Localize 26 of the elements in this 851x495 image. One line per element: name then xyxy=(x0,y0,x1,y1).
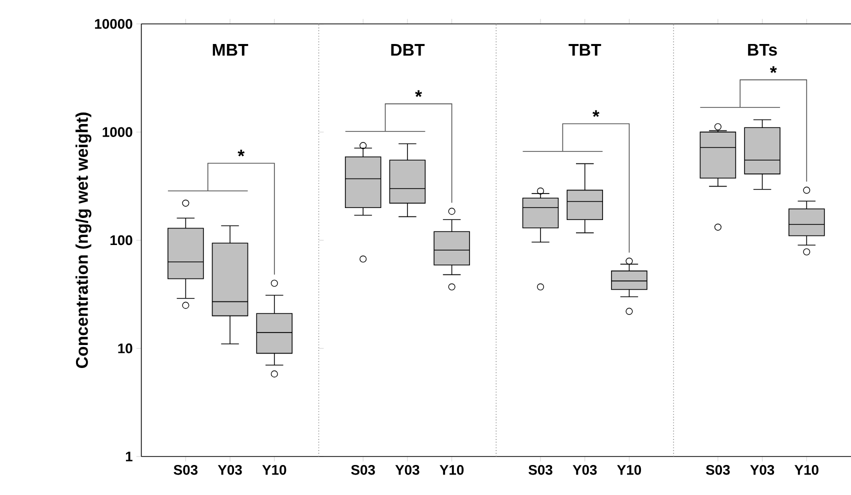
text: DBT xyxy=(391,44,425,56)
y-tick-label: 10 xyxy=(118,343,132,354)
annotation: * xyxy=(592,110,600,117)
text: BTs xyxy=(748,44,777,56)
x-tick-label: Y03 xyxy=(572,464,597,475)
x-tick-label: Y10 xyxy=(262,464,286,475)
y-axis-title: Concentration (ng/g wet weight) xyxy=(76,112,92,368)
annotation: * xyxy=(415,90,422,97)
x-tick-label: Y10 xyxy=(440,464,464,475)
y-tick-label: 1000 xyxy=(102,126,132,137)
text: TBT xyxy=(568,44,602,56)
x-tick-label: Y10 xyxy=(617,464,642,475)
x-tick-label: S03 xyxy=(706,464,730,475)
annotation: * xyxy=(770,66,777,73)
y-tick-label: 1 xyxy=(126,452,132,462)
y-tick-label: 10000 xyxy=(95,18,132,29)
x-tick-label: Y03 xyxy=(750,464,774,475)
y-tick-label: 100 xyxy=(110,235,132,245)
x-tick-label: Y03 xyxy=(218,464,242,475)
x-tick-label: S03 xyxy=(528,464,552,475)
x-tick-label: Y03 xyxy=(395,464,420,475)
annotation: * xyxy=(238,150,245,156)
x-tick-label: Y10 xyxy=(794,464,818,475)
x-tick-label: S03 xyxy=(174,464,198,475)
text: MBT xyxy=(212,44,248,56)
x-tick-label: S03 xyxy=(351,464,375,475)
